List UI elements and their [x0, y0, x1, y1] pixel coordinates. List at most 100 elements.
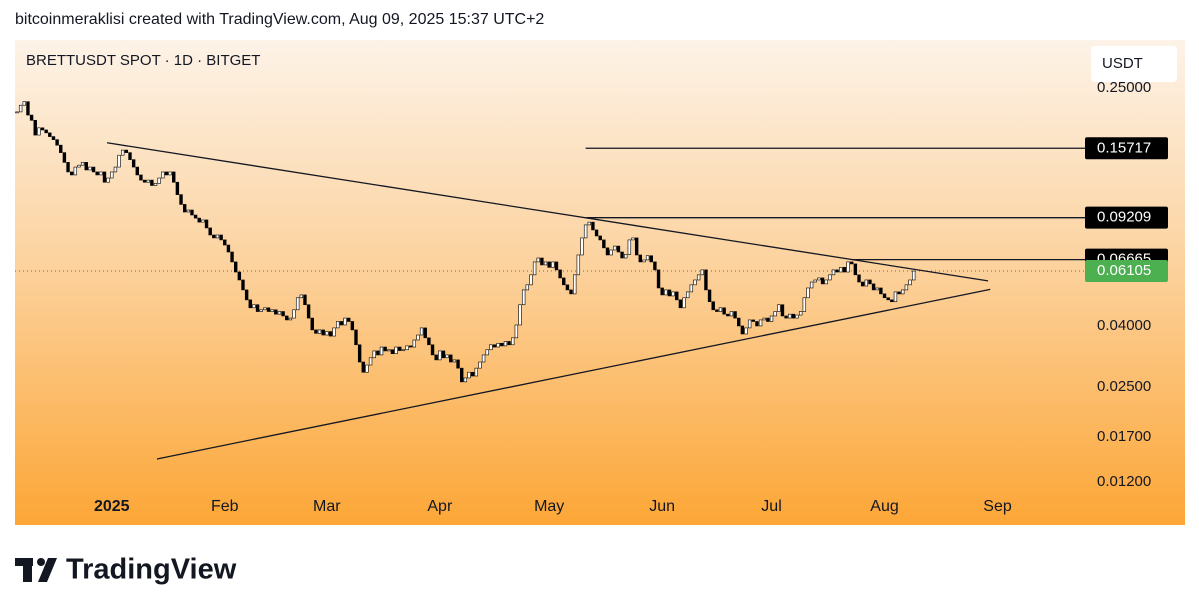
candle: [762, 317, 766, 321]
candle: [645, 255, 650, 261]
candle: [893, 291, 898, 303]
candle: [255, 304, 260, 312]
candle: [339, 321, 344, 326]
candle: [99, 171, 103, 176]
candle: [551, 261, 555, 268]
candle: [908, 279, 912, 286]
candle: [572, 274, 577, 295]
candle: [616, 245, 621, 253]
x-tick-label: Feb: [211, 498, 239, 515]
candle: [77, 164, 81, 168]
candle: [598, 235, 602, 241]
candle: [40, 127, 45, 131]
candle: [310, 317, 314, 331]
candle: [467, 371, 471, 379]
candle: [51, 136, 56, 140]
candle: [890, 299, 894, 303]
x-tick-label: Mar: [313, 498, 341, 515]
candle: [726, 313, 730, 317]
candle: [492, 344, 497, 348]
candle: [73, 166, 78, 176]
candle: [215, 234, 220, 239]
candle: [642, 259, 646, 263]
candle: [102, 171, 107, 183]
candle: [842, 267, 847, 273]
candle: [299, 294, 304, 299]
price-tag-label: 0.15717: [1097, 139, 1151, 156]
candle: [496, 342, 500, 348]
chart-background: [15, 40, 1185, 525]
candle: [325, 331, 329, 336]
candle: [445, 354, 449, 359]
candle: [693, 279, 697, 286]
candle: [649, 255, 653, 263]
logo-shape: [37, 558, 45, 566]
candle: [667, 289, 672, 297]
candle: [860, 281, 865, 287]
candle: [179, 194, 183, 205]
candle: [788, 313, 792, 319]
brand: TradingView: [66, 554, 237, 586]
candle: [361, 361, 365, 373]
candle: [682, 297, 686, 309]
candle: [758, 319, 763, 327]
candle: [729, 311, 734, 317]
candle: [208, 227, 212, 236]
price-axis: 0.25000 0.04000 0.02500 0.01700 0.01200: [1097, 79, 1151, 490]
y-tick-label: 0.01700: [1097, 428, 1151, 445]
candle: [347, 317, 351, 322]
candle: [780, 304, 785, 317]
candle: [755, 321, 759, 327]
candle: [146, 179, 150, 183]
candle: [634, 237, 639, 256]
candle: [715, 309, 719, 312]
candle: [142, 179, 147, 183]
candle: [853, 263, 858, 276]
candle: [317, 329, 322, 334]
candle: [303, 294, 307, 306]
x-tick-label: May: [534, 498, 564, 515]
x-tick-label: Jun: [649, 498, 675, 515]
candle: [671, 291, 675, 297]
candle: [95, 171, 99, 176]
candle: [365, 364, 369, 373]
candle: [547, 261, 551, 268]
candle: [164, 171, 169, 176]
candle: [88, 166, 92, 171]
candle: [157, 177, 161, 184]
candle: [186, 209, 191, 213]
currency: USDT: [1102, 55, 1143, 72]
candle: [37, 127, 41, 136]
candle: [591, 221, 595, 231]
y-tick-label: 0.25000: [1097, 79, 1151, 96]
candle: [314, 329, 318, 334]
candle: [806, 287, 810, 299]
candle: [722, 307, 726, 315]
candle: [543, 261, 548, 266]
chart-title: BRETTUSDT SPOT · 1D · BITGET: [26, 52, 260, 69]
candle: [350, 321, 355, 331]
candle: [525, 284, 530, 291]
candle: [223, 239, 227, 246]
candle: [376, 350, 380, 356]
candle: [660, 287, 664, 296]
x-tick-label: Sep: [983, 498, 1012, 515]
candle: [751, 319, 756, 322]
candle: [128, 152, 132, 160]
candle: [747, 319, 752, 329]
current-price-label: 0.06105: [1097, 262, 1151, 279]
candle: [69, 171, 74, 176]
candle: [580, 237, 584, 256]
candle: [244, 289, 249, 301]
candle: [901, 289, 905, 295]
candle: [798, 311, 803, 316]
candle: [168, 171, 172, 176]
candle: [263, 307, 267, 311]
candle: [784, 315, 788, 319]
y-tick-label: 0.01200: [1097, 473, 1151, 490]
candle: [230, 251, 234, 263]
x-tick-label: Jul: [761, 498, 781, 515]
candle: [839, 267, 843, 273]
candle: [904, 284, 909, 291]
